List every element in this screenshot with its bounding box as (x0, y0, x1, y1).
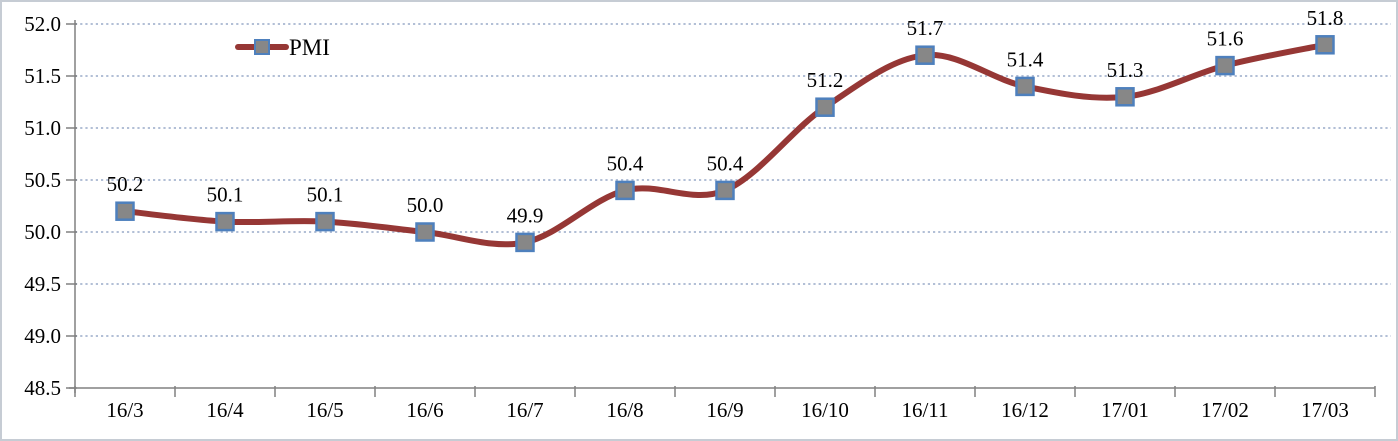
x-axis-tick-label: 16/4 (206, 398, 244, 422)
x-axis-tick-label: 16/8 (606, 398, 643, 422)
x-axis-tick-label: 16/6 (406, 398, 443, 422)
x-axis-tick-label: 17/03 (1301, 398, 1349, 422)
data-label: 50.2 (107, 172, 144, 196)
data-label: 49.9 (507, 203, 544, 227)
data-label: 50.1 (207, 183, 244, 207)
data-label: 50.4 (707, 151, 744, 175)
data-point-marker-17/03 (1315, 35, 1335, 55)
data-point-marker-16/6 (415, 222, 435, 242)
y-axis-tick-label: 52.0 (24, 12, 61, 36)
data-label: 51.2 (807, 68, 844, 92)
data-point-marker-16/12 (1015, 76, 1035, 97)
y-axis-tick-label: 49.5 (24, 272, 61, 296)
data-label: 50.1 (307, 183, 344, 207)
data-label: 50.0 (407, 193, 444, 217)
x-axis-tick-label: 17/02 (1201, 398, 1249, 422)
data-label: 51.4 (1007, 47, 1044, 71)
x-axis-tick-label: 16/11 (901, 398, 948, 422)
y-axis-tick-label: 48.5 (24, 376, 61, 400)
x-axis-tick-label: 16/12 (1001, 398, 1049, 422)
data-point-marker-16/11 (915, 45, 935, 65)
y-axis-tick-label: 51.0 (24, 116, 61, 140)
data-point-marker-17/02 (1215, 55, 1235, 76)
data-point-marker-16/8 (615, 180, 635, 201)
data-label: 50.4 (607, 151, 644, 175)
data-point-marker-17/01 (1115, 87, 1135, 107)
y-axis-tick-label: 50.0 (24, 220, 61, 244)
x-axis-tick-label: 16/5 (306, 398, 343, 422)
data-point-marker-16/3 (115, 201, 135, 221)
x-axis-tick-label: 16/7 (506, 398, 543, 422)
data-label: 51.6 (1207, 27, 1244, 51)
y-axis-tick-label: 51.5 (24, 64, 61, 88)
y-axis-tick-label: 50.5 (24, 168, 61, 192)
data-label: 51.3 (1107, 58, 1144, 82)
data-point-marker-16/9 (715, 180, 735, 201)
data-label: 51.8 (1307, 6, 1344, 30)
legend-marker-sample (254, 39, 270, 55)
data-point-marker-16/10 (815, 97, 835, 117)
data-label: 51.7 (907, 16, 944, 40)
legend-label: PMI (289, 35, 330, 60)
data-point-marker-16/5 (315, 211, 335, 232)
data-point-marker-16/4 (215, 211, 235, 232)
x-axis-tick-label: 16/9 (706, 398, 743, 422)
pmi-series-line (122, 41, 1328, 248)
x-axis-tick-label: 16/3 (106, 398, 143, 422)
y-axis-tick-label: 49.0 (24, 324, 61, 348)
x-axis-tick-label: 16/10 (801, 398, 849, 422)
x-axis-tick-label: 17/01 (1101, 398, 1149, 422)
data-point-marker-16/7 (515, 232, 535, 253)
